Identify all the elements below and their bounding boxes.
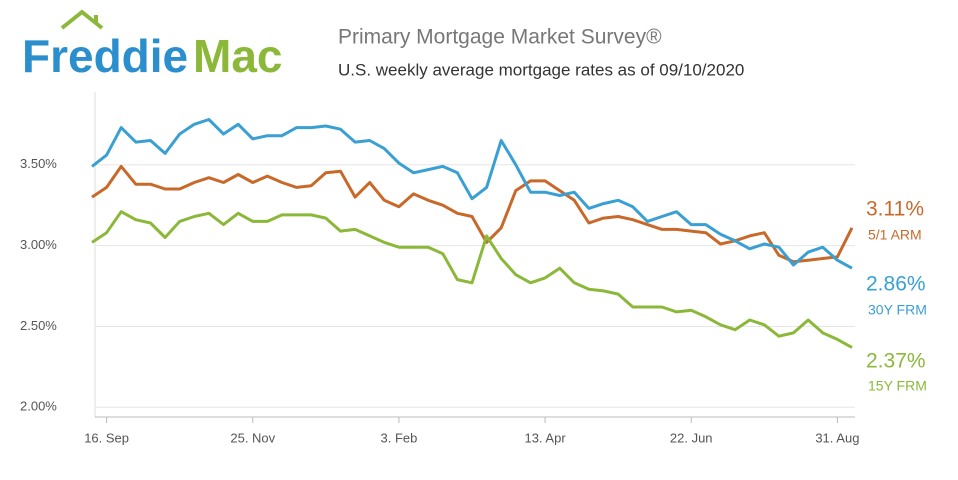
end-value-label: 3.11% — [866, 198, 924, 221]
logo-house — [60, 9, 104, 30]
series-line — [91, 164, 854, 264]
series-line — [91, 118, 853, 270]
x-tick-label: 3. Feb — [380, 430, 417, 445]
logo-second: Mac — [193, 30, 282, 82]
x-tick-label: 16. Sep — [84, 430, 129, 445]
y-tick-label: 2.50% — [20, 318, 57, 333]
chart-title: Primary Mortgage Market Survey® — [338, 26, 662, 49]
logo: Freddie Mac — [22, 9, 282, 82]
series-name-label: 5/1 ARM — [868, 227, 922, 243]
x-tick-label: 25. Nov — [230, 430, 275, 445]
series-line — [91, 210, 853, 349]
y-tick-label: 3.50% — [20, 156, 57, 171]
x-tick-label: 13. Apr — [524, 430, 566, 445]
end-value-label: 2.37% — [866, 350, 926, 373]
x-tick-label: 31. Aug — [815, 430, 859, 445]
x-tick-label: 22. Jun — [670, 430, 713, 445]
y-tick-label: 2.00% — [20, 399, 57, 414]
series-name-label: 30Y FRM — [868, 302, 927, 318]
end-value-label: 2.86% — [866, 273, 926, 296]
logo-first: Freddie — [22, 30, 188, 82]
series-name-label: 15Y FRM — [868, 378, 927, 394]
chart-subtitle: U.S. weekly average mortgage rates as of… — [338, 60, 744, 79]
y-tick-label: 3.00% — [20, 237, 57, 252]
